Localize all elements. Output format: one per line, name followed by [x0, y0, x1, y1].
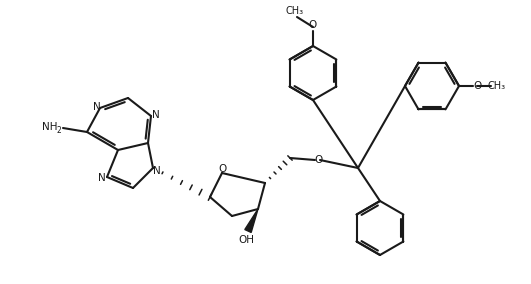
Text: NH: NH [42, 122, 58, 132]
Polygon shape [245, 209, 258, 232]
Text: O: O [315, 155, 323, 165]
Text: O: O [309, 20, 317, 30]
Text: CH₃: CH₃ [488, 81, 506, 91]
Text: N: N [152, 110, 160, 120]
Text: O: O [219, 164, 227, 174]
Text: N: N [93, 102, 101, 112]
Text: N: N [98, 173, 106, 183]
Text: O: O [474, 81, 482, 91]
Text: CH₃: CH₃ [286, 6, 304, 16]
Text: OH: OH [238, 235, 254, 245]
Text: N: N [153, 166, 161, 176]
Text: 2: 2 [57, 126, 62, 135]
